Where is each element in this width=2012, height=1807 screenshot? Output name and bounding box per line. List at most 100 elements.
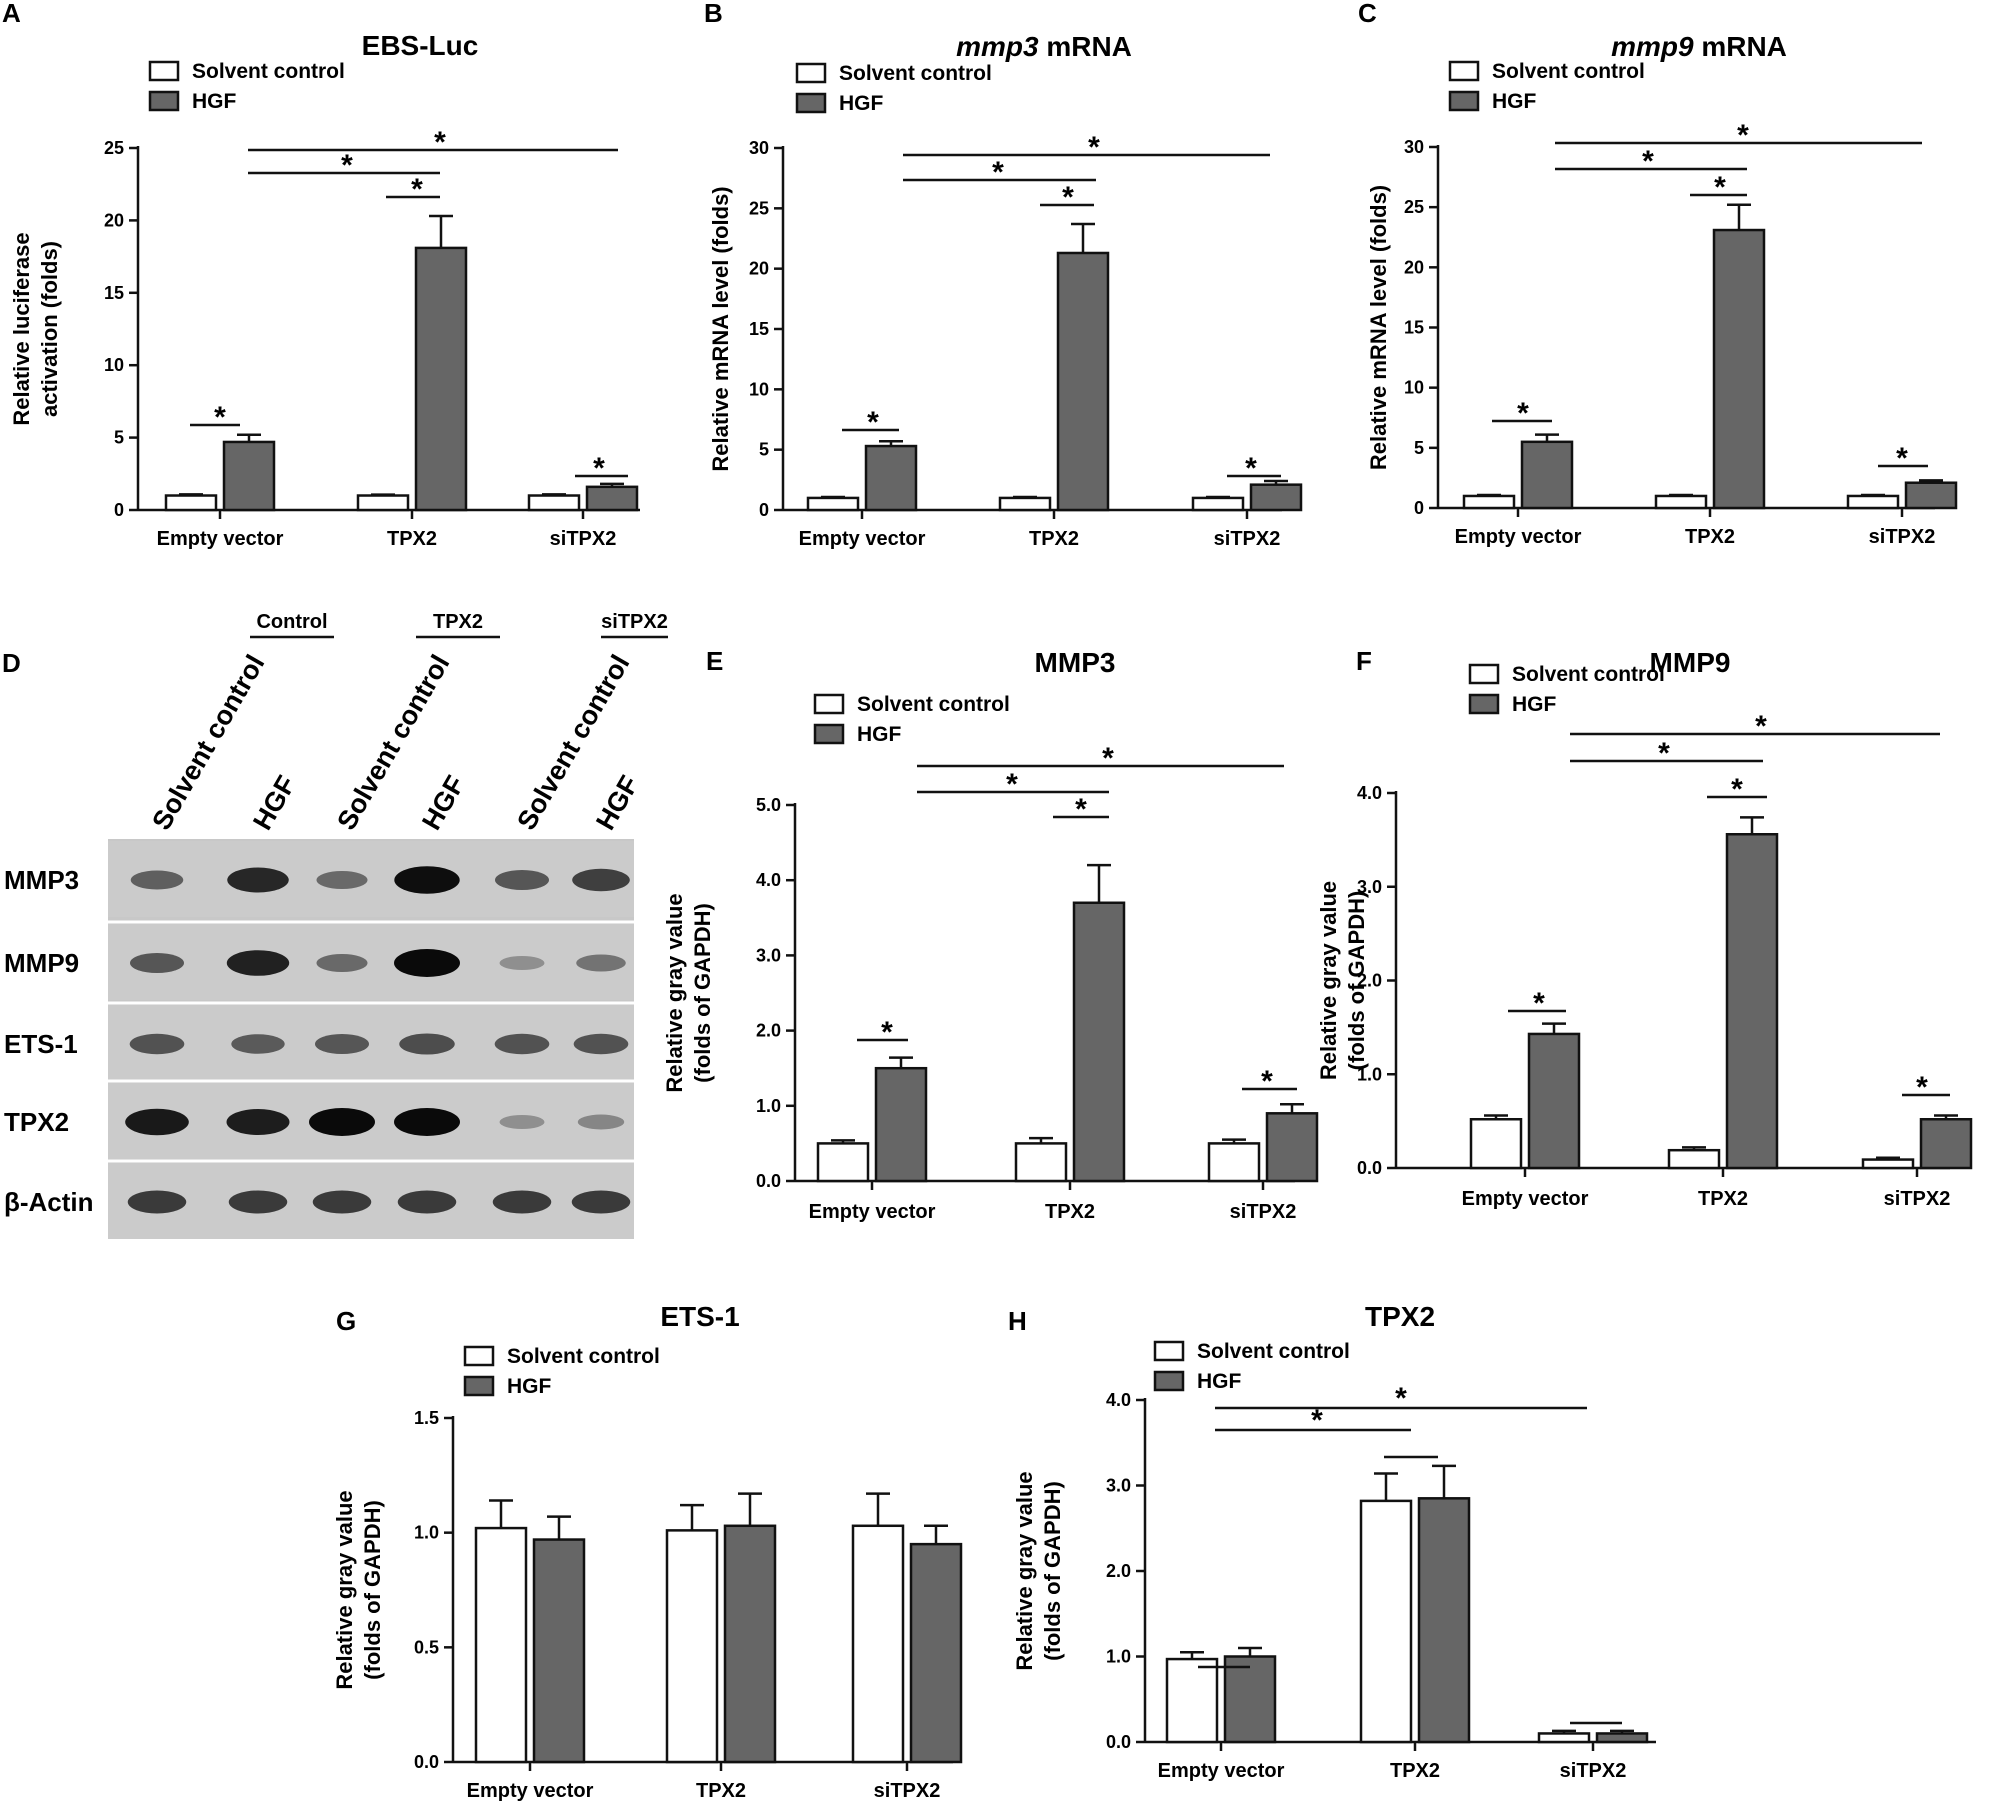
panel-c-title: mmp9 mRNA: [1611, 31, 1787, 62]
blot-group-label-1: TPX2: [433, 611, 483, 633]
panel-a-category-1: TPX2: [387, 528, 437, 550]
blot-band-4-4: [492, 1190, 552, 1214]
blot-band-3-3: [394, 1108, 460, 1136]
panel-h-ylabel-line-1: (folds of GAPDH): [1040, 1481, 1065, 1661]
panel-a-ylabel-line-0: Relative luciferase: [9, 232, 34, 425]
panel-f-legend-swatch-0: [1468, 663, 1500, 685]
blot-band-2-2: [315, 1034, 369, 1054]
blot-group-label-2: siTPX2: [601, 611, 668, 633]
panel-c-ytick-label-6: 30: [1404, 137, 1424, 157]
panel-g-letter: G: [336, 1306, 356, 1336]
panel-a-sig-star-4: *: [434, 126, 446, 159]
panel-g-legend-label-1: HGF: [507, 1375, 552, 1398]
panel-c-category-2: siTPX2: [1869, 526, 1936, 548]
panel-a-ylabel-group: Relative luciferase activation (folds): [9, 232, 62, 425]
panel-e-category-0: Empty vector: [809, 1201, 936, 1223]
panel-g-title: ETS-1: [660, 1301, 739, 1332]
panel-f-letter: F: [1356, 646, 1372, 676]
panel-e-sig-star-2: *: [1261, 1065, 1273, 1098]
panel-h-legend-swatch-1: [1153, 1370, 1185, 1392]
panel-a-category-2: siTPX2: [550, 528, 617, 550]
panel-e-sig-star-3: *: [1006, 768, 1018, 801]
panel-g-legend-swatch-0: [463, 1345, 495, 1367]
panel-b-ylabel-group: Relative mRNA level (folds): [708, 186, 733, 471]
panel-c-bar-solvent-0: [1462, 494, 1516, 510]
panel-b-sig-star-2: *: [1245, 452, 1257, 485]
panel-b-ylabel-line-0: Relative mRNA level (folds): [708, 186, 733, 471]
blot-band-4-3: [397, 1190, 457, 1214]
panel-a-bar-hgf-1: [414, 246, 468, 512]
panel-c-bar-hgf-0: [1520, 440, 1574, 510]
panel-e-ytick-label-5: 5.0: [756, 795, 781, 815]
panel-e-letter: E: [706, 646, 723, 676]
blot-row-label-3: TPX2: [4, 1107, 69, 1137]
panel-a-ytick-label-2: 10: [104, 355, 124, 375]
panel-e-legend-swatch-1: [813, 723, 845, 745]
panel-f-bar-solvent-0: [1469, 1118, 1523, 1170]
blot-band-1-1: [226, 950, 290, 976]
blot-lane-label-1: HGF: [247, 771, 301, 835]
panel-c-bar-hgf-2: [1904, 481, 1958, 510]
panel-b-ytick-label-2: 10: [749, 379, 769, 399]
blot-band-4-1: [228, 1190, 288, 1214]
panel-f-category-2: siTPX2: [1884, 1188, 1951, 1210]
panel-b-bar-solvent-1: [998, 496, 1052, 512]
panel-c-sig-star-3: *: [1642, 145, 1654, 178]
panel-b-title-rest: mRNA: [1046, 31, 1132, 62]
panel-b-ytick-label-6: 30: [749, 138, 769, 158]
panel-c-ytick-label-1: 5: [1414, 438, 1424, 458]
blot-band-1-3: [394, 949, 460, 977]
panel-g-bar-solvent-2: [851, 1524, 905, 1764]
panel-a-sig-star-3: *: [341, 149, 353, 182]
panel-h-ytick-label-4: 4.0: [1106, 1390, 1131, 1410]
panel-h-ylabel-line-0: Relative gray value: [1012, 1471, 1037, 1670]
panel-b-title-gene: mmp3: [956, 31, 1039, 62]
panel-g-bar-hgf-0: [532, 1538, 586, 1764]
panel-f-ytick-label-3: 3.0: [1357, 877, 1382, 897]
panel-b-ytick-label-4: 20: [749, 259, 769, 279]
panel-a-sig-star-0: *: [214, 401, 226, 434]
panel-h-ytick-label-2: 2.0: [1106, 1561, 1131, 1581]
panel-e-legend-label-0: Solvent control: [857, 693, 1010, 716]
panel-b-category-0: Empty vector: [799, 528, 926, 550]
blot-band-1-2: [316, 954, 368, 972]
panel-b-legend-label-0: Solvent control: [839, 62, 992, 85]
panel-f-sig-star-2: *: [1916, 1071, 1928, 1104]
panel-b-legend-swatch-0: [795, 62, 827, 84]
panel-f-bar-solvent-2: [1861, 1158, 1915, 1170]
blot-band-2-3: [399, 1033, 455, 1055]
blot-row-label-4: β-Actin: [4, 1187, 94, 1217]
panel-f-category-1: TPX2: [1698, 1188, 1748, 1210]
panel-c-title-rest: mRNA: [1701, 31, 1787, 62]
panel-g-category-1: TPX2: [696, 1780, 746, 1802]
panel-g-legend-label-0: Solvent control: [507, 1345, 660, 1368]
blot-band-0-3: [394, 866, 460, 894]
panel-h-category-1: TPX2: [1390, 1760, 1440, 1782]
panel-b-title: mmp3 mRNA: [956, 31, 1132, 62]
panel-c-ytick-label-0: 0: [1414, 498, 1424, 518]
panel-b-bar-solvent-2: [1191, 496, 1245, 512]
panel-a-legend-swatch-1: [148, 90, 180, 112]
blot-row-label-2: ETS-1: [4, 1029, 78, 1059]
panel-a-bar-hgf-0: [222, 440, 276, 512]
blot-band-2-0: [129, 1033, 185, 1055]
panel-f-legend-label-0: Solvent control: [1512, 663, 1665, 686]
panel-e-category-2: siTPX2: [1230, 1201, 1297, 1223]
panel-e-bar-solvent-1: [1014, 1142, 1068, 1183]
panel-c-title-spacer: [1694, 31, 1702, 62]
panel-c-sig-star-4: *: [1737, 119, 1749, 152]
panel-e-bar-solvent-0: [816, 1142, 870, 1183]
panel-e-category-1: TPX2: [1045, 1201, 1095, 1223]
panel-g-ylabel-line-1: (folds of GAPDH): [360, 1500, 385, 1680]
panel-f-bar-hgf-1: [1725, 833, 1779, 1170]
panel-h-title: TPX2: [1365, 1301, 1435, 1332]
blot-lane-label-3: HGF: [416, 771, 470, 835]
panel-f-legend-label-1: HGF: [1512, 693, 1557, 716]
panel-e-bar-hgf-2: [1265, 1112, 1319, 1183]
blot-band-2-5: [573, 1033, 629, 1055]
panel-e-bar-hgf-1: [1072, 901, 1126, 1183]
panel-b-letter: B: [704, 0, 723, 28]
blot-band-4-5: [571, 1190, 631, 1214]
panel-c-sig-star-0: *: [1517, 397, 1529, 430]
blot-band-0-1: [227, 867, 289, 893]
